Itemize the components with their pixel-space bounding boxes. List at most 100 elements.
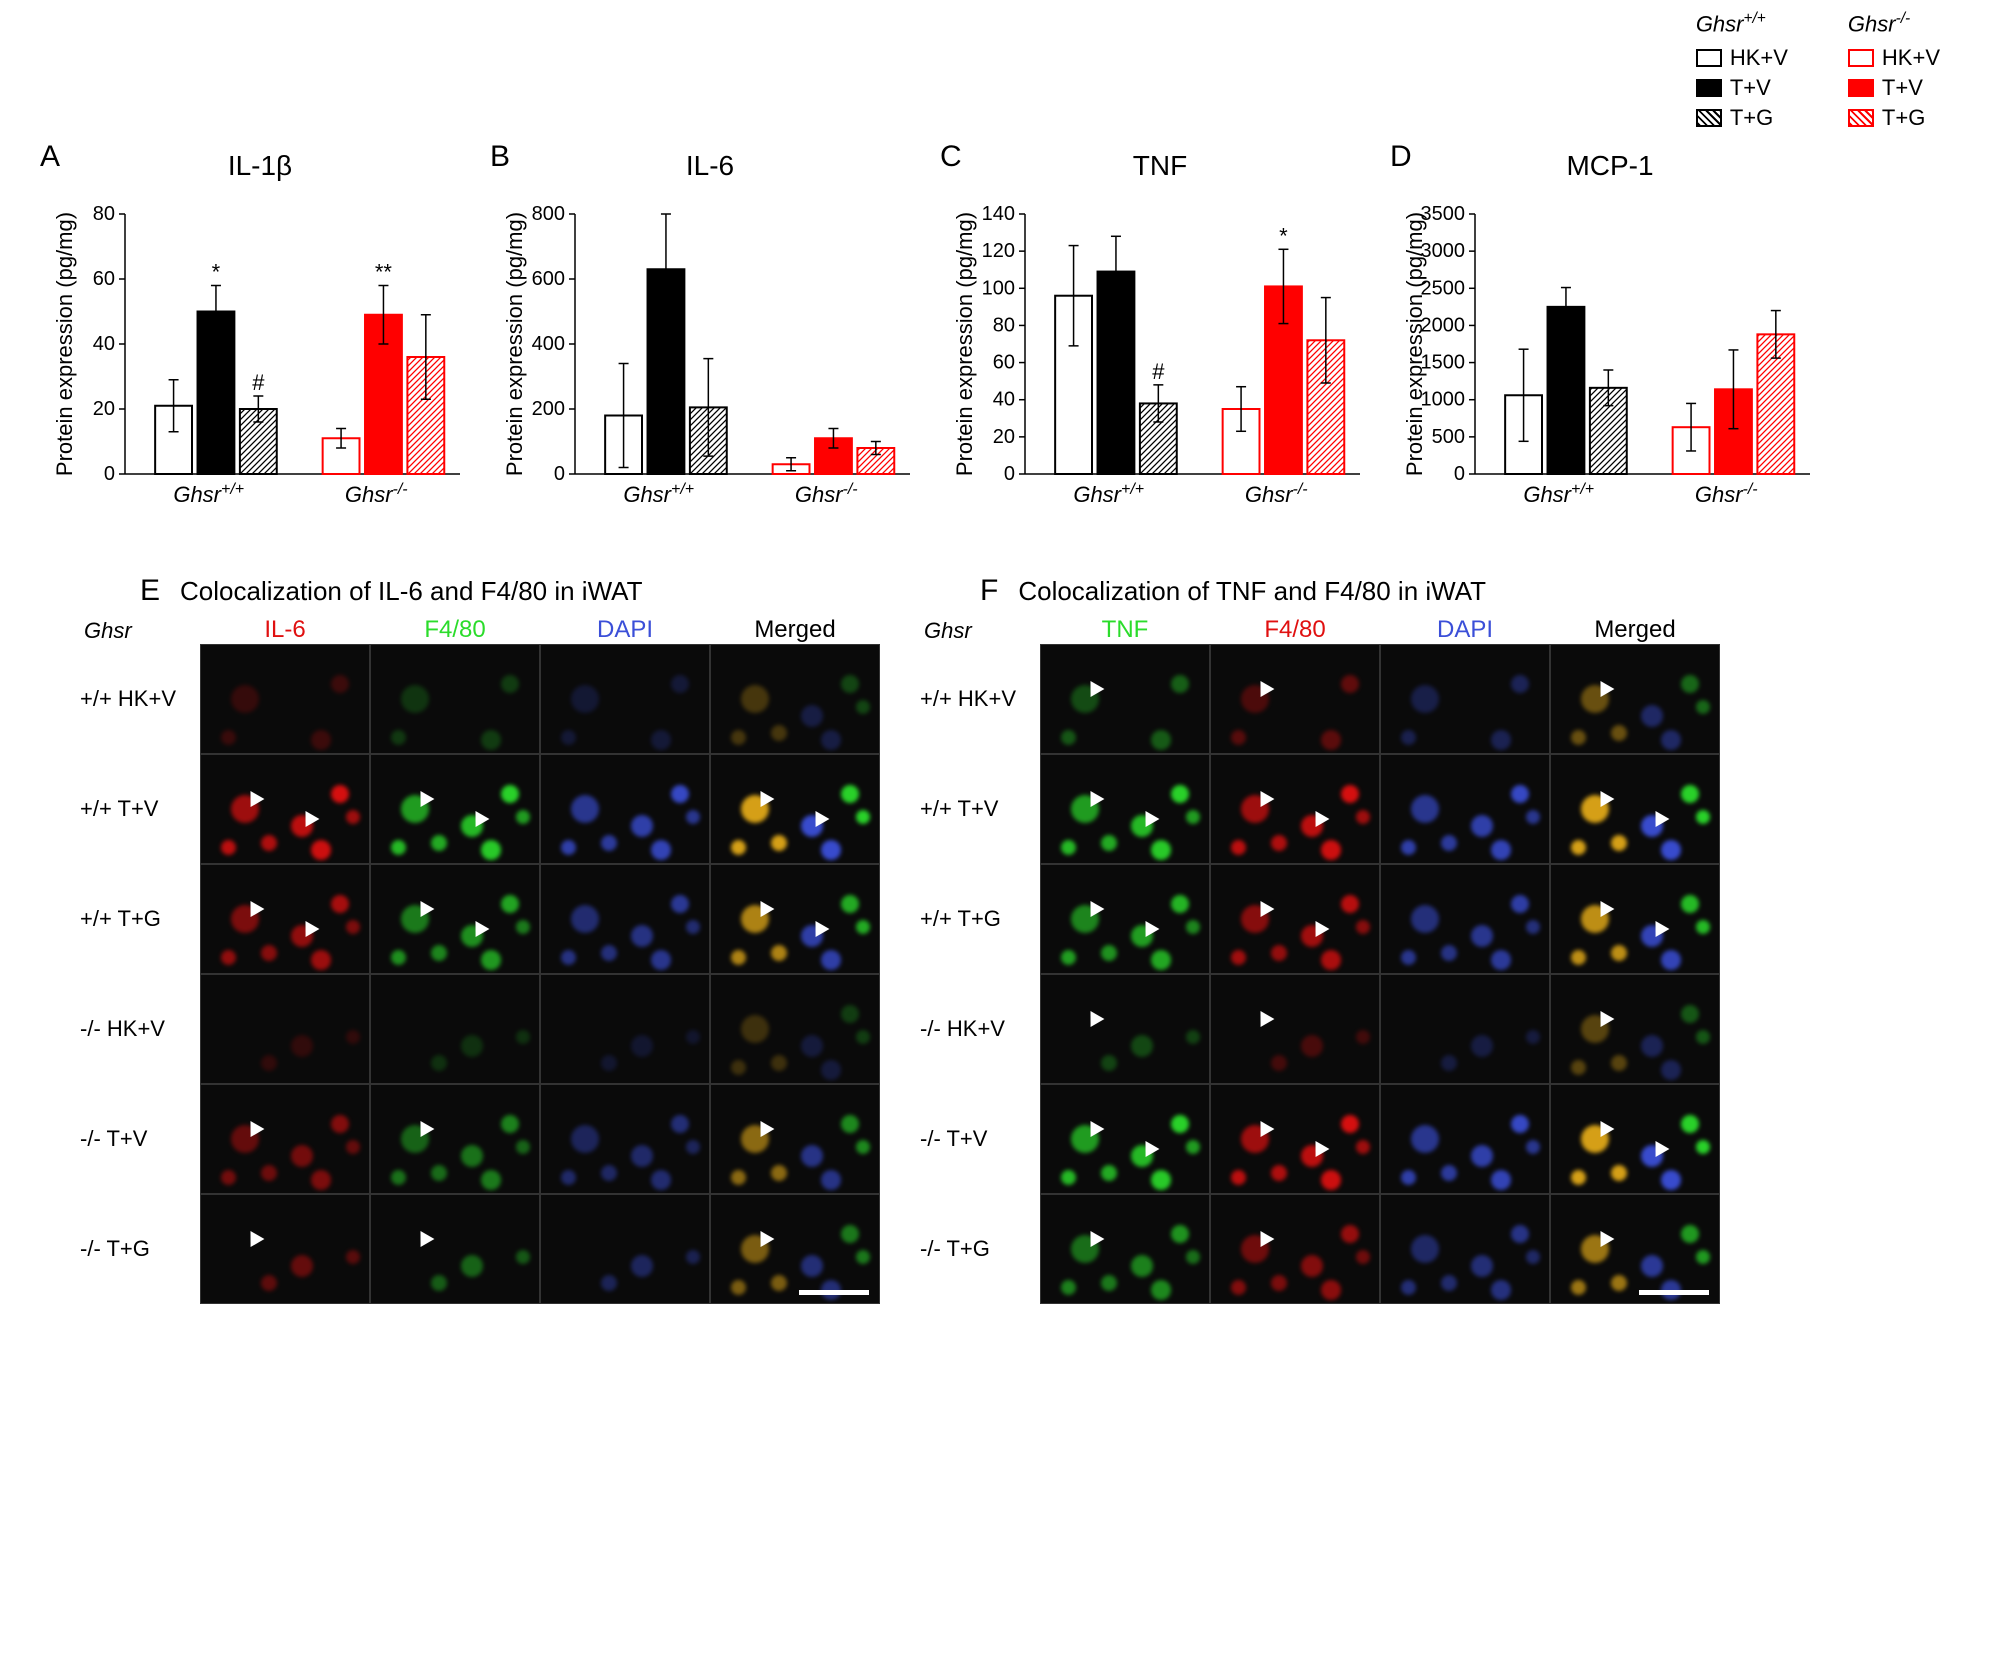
fluor-blob xyxy=(671,675,689,693)
fluor-blob xyxy=(346,1140,360,1154)
fluor-blob xyxy=(1611,1165,1627,1181)
micro-row-label: -/- T+V xyxy=(920,1126,1040,1152)
fluor-blob xyxy=(516,1140,530,1154)
fluor-blob xyxy=(561,950,576,965)
fluor-blob xyxy=(1661,840,1681,860)
fluor-blob xyxy=(1301,1255,1323,1277)
chart-svg: 020406080Protein expression (pg/mg)*#**G… xyxy=(50,184,470,524)
fluor-blob xyxy=(561,840,576,855)
fluor-blob xyxy=(671,1115,689,1133)
ytick-label: 80 xyxy=(93,203,115,225)
ytick-label: 1500 xyxy=(1421,352,1466,374)
micro-cell xyxy=(1040,754,1210,864)
figure-root: Ghsr+/+ HK+V T+V T+G Ghsr-/- HK+V T+V T+… xyxy=(0,0,2000,1324)
fluor-blob xyxy=(821,1060,841,1080)
fluor-blob xyxy=(1186,1250,1200,1264)
fluor-blob xyxy=(1491,950,1511,970)
micro-cell xyxy=(540,1194,710,1304)
fluor-blob xyxy=(631,925,653,947)
ytick-label: 0 xyxy=(1004,463,1015,485)
fluor-blob xyxy=(1611,835,1627,851)
fluor-blob xyxy=(801,1255,823,1277)
ytick-label: 200 xyxy=(532,398,565,420)
fluor-blob xyxy=(346,920,360,934)
legend-label: T+V xyxy=(1882,75,1923,101)
fluor-blob xyxy=(291,1255,313,1277)
fluor-blob xyxy=(1441,945,1457,961)
fluor-blob xyxy=(1101,1275,1117,1291)
fluor-blob xyxy=(1341,1115,1359,1133)
fluor-blob xyxy=(481,1170,501,1190)
fluor-blob xyxy=(1271,1055,1287,1071)
fluor-blob xyxy=(311,1170,331,1190)
fluor-blob xyxy=(1271,835,1287,851)
fluor-blob xyxy=(221,1170,236,1185)
micro-row-label: -/- HK+V xyxy=(920,1016,1040,1042)
fluor-blob xyxy=(631,1035,653,1057)
ytick-label: 800 xyxy=(532,203,565,225)
fluor-blob xyxy=(1611,945,1627,961)
fluor-blob xyxy=(1401,1170,1416,1185)
micro-row-label: +/+ T+V xyxy=(920,796,1040,822)
channel-label: IL-6 xyxy=(200,616,370,644)
fluor-blob xyxy=(1641,1035,1663,1057)
fluor-blob xyxy=(391,730,406,745)
fluor-blob xyxy=(481,950,501,970)
fluor-blob xyxy=(821,1170,841,1190)
ytick-label: 1000 xyxy=(1421,389,1466,411)
legend-header-wt: Ghsr+/+ xyxy=(1696,10,1788,37)
fluor-blob xyxy=(291,1035,313,1057)
chart-C: CTNF020406080100120140Protein expression… xyxy=(950,150,1370,524)
fluor-blob xyxy=(261,945,277,961)
panel-letter: A xyxy=(40,140,60,174)
sig-marker: * xyxy=(212,260,221,285)
micro-cell xyxy=(1210,754,1380,864)
fluor-blob xyxy=(686,1030,700,1044)
fluor-blob xyxy=(1101,1055,1117,1071)
channel-label: TNF xyxy=(1040,616,1210,644)
fluor-blob xyxy=(601,835,617,851)
fluor-blob xyxy=(1471,1035,1493,1057)
fluor-blob xyxy=(1511,675,1529,693)
micro-cell xyxy=(370,1084,540,1194)
fluor-blob xyxy=(601,1055,617,1071)
ytick-label: 3500 xyxy=(1421,203,1466,225)
fluor-blob xyxy=(1321,730,1341,750)
fluor-blob xyxy=(1641,1255,1663,1277)
fluor-blob xyxy=(1321,1170,1341,1190)
ylabel: Protein expression (pg/mg) xyxy=(1402,212,1427,476)
legend-label: T+V xyxy=(1730,75,1771,101)
fluor-blob xyxy=(856,920,870,934)
fluor-blob xyxy=(1441,1275,1457,1291)
micro-cell xyxy=(200,1194,370,1304)
fluor-blob xyxy=(1611,725,1627,741)
fluor-blob xyxy=(1411,685,1439,713)
fluor-blob xyxy=(1471,925,1493,947)
channel-label: Merged xyxy=(1550,616,1720,644)
fluor-blob xyxy=(821,950,841,970)
micro-row: +/+ HK+V xyxy=(920,644,1720,754)
legend-item-wt-tv: T+V xyxy=(1696,75,1788,101)
fluor-blob xyxy=(311,840,331,860)
legend-ko-sup: -/- xyxy=(1896,10,1911,27)
fluor-blob xyxy=(1441,1165,1457,1181)
fluor-blob xyxy=(1171,785,1189,803)
micro-row: +/+ HK+V xyxy=(80,644,880,754)
fluor-blob xyxy=(1171,675,1189,693)
fluor-blob xyxy=(1661,950,1681,970)
fluor-blob xyxy=(1401,840,1416,855)
legend-wt-sup: +/+ xyxy=(1744,10,1766,27)
legend-label: T+G xyxy=(1882,105,1925,131)
sig-marker: ** xyxy=(375,260,393,285)
micro-cell xyxy=(370,1194,540,1304)
fluor-blob xyxy=(1611,1055,1627,1071)
chart-D: DMCP-10500100015002000250030003500Protei… xyxy=(1400,150,1820,524)
group-label: Ghsr+/+ xyxy=(623,481,694,508)
channel-label: DAPI xyxy=(1380,616,1550,644)
fluor-blob xyxy=(391,1170,406,1185)
fluor-blob xyxy=(771,1165,787,1181)
fluor-blob xyxy=(1231,1170,1246,1185)
legend-item-ko-tg: T+G xyxy=(1848,105,1940,131)
micro-row-label: +/+ T+V xyxy=(80,796,200,822)
fluor-blob xyxy=(231,685,259,713)
